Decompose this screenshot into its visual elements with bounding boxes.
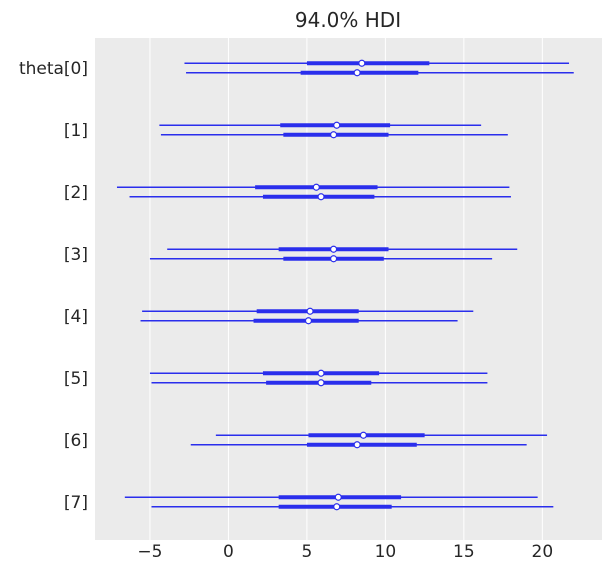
- y-tick-label: [1]: [64, 121, 88, 141]
- median-point: [317, 193, 325, 201]
- median-point: [304, 317, 313, 325]
- y-tick-label: [6]: [64, 431, 88, 451]
- plot-background: [95, 38, 602, 540]
- median-point: [333, 121, 341, 129]
- median-point: [353, 441, 361, 449]
- median-point: [317, 369, 325, 377]
- x-tick-label: 5: [301, 542, 312, 562]
- median-point: [312, 183, 320, 191]
- median-point: [329, 131, 338, 139]
- x-tick-label: 10: [375, 542, 397, 562]
- x-tick-label: −5: [137, 542, 162, 562]
- median-point: [333, 503, 341, 511]
- y-axis-labels: theta[0] [1] [2] [3] [4] [5] [6] [7]: [19, 59, 88, 513]
- x-axis-ticks: −5 0 5 10 15 20: [137, 542, 553, 562]
- median-point: [329, 255, 338, 263]
- median-point: [359, 431, 368, 439]
- x-tick-label: 20: [532, 542, 554, 562]
- median-point: [358, 59, 366, 67]
- y-tick-label: [4]: [64, 307, 88, 327]
- y-tick-label: [7]: [64, 493, 88, 513]
- median-point: [306, 307, 314, 315]
- x-tick-label: 15: [453, 542, 475, 562]
- y-tick-label: theta[0]: [19, 59, 88, 79]
- gridlines: [149, 38, 543, 540]
- hdi-intervals: [116, 59, 574, 511]
- y-tick-label: [5]: [64, 369, 88, 389]
- chart-title: 94.0% HDI: [295, 8, 401, 32]
- median-point: [329, 245, 338, 253]
- median-point: [334, 493, 342, 501]
- y-tick-label: [3]: [64, 245, 88, 265]
- x-tick-label: 0: [223, 542, 234, 562]
- y-tick-label: [2]: [64, 183, 88, 203]
- median-point: [353, 69, 361, 77]
- median-point: [317, 379, 325, 387]
